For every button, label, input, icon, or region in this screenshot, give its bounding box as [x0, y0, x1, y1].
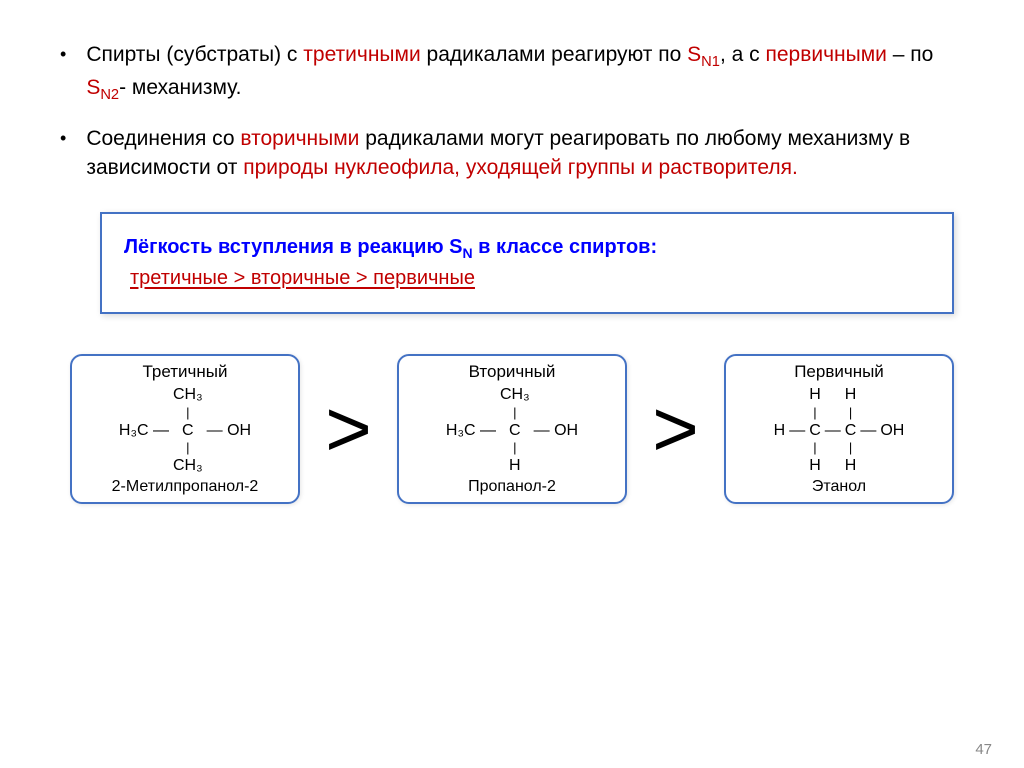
b1-sn1-s: S — [687, 43, 701, 66]
mol-struct-sec: CH₃| H₃C —C— OH |H — [413, 384, 611, 476]
mol-name-prim: Этанол — [740, 478, 938, 496]
gt-2: > — [648, 389, 703, 469]
b1-tert: третичными — [303, 43, 420, 66]
b1-prim: первичными — [765, 43, 886, 66]
bullet-1-text: Спирты (субстраты) с третичными радикала… — [86, 40, 964, 106]
b2-sec: вторичными — [240, 127, 359, 150]
b1-post: - механизму. — [119, 76, 241, 99]
b1-mid3: – по — [887, 43, 933, 66]
mol-name-sec: Пропанол-2 — [413, 478, 611, 496]
b1-sn2: SN2 — [86, 76, 119, 99]
slide: • Спирты (субстраты) с третичными радика… — [0, 0, 1024, 768]
info-line2: третичные > вторичные > первичные — [130, 267, 934, 290]
bullet-list: • Спирты (субстраты) с третичными радика… — [60, 40, 964, 182]
molecule-row: Третичный CH₃| H₃C —C— OH |CH₃ 2-Метилпр… — [60, 354, 964, 504]
bullet-2-text: Соединения со вторичными радикалами могу… — [86, 124, 964, 183]
b1-sn1: SN1 — [687, 43, 720, 66]
bullet-marker: • — [60, 40, 66, 106]
molecule-secondary: Вторичный CH₃| H₃C —C— OH |H Пропанол-2 — [397, 354, 627, 504]
b2-nat: природы нуклеофила, уходящей группы и ра… — [243, 156, 798, 179]
b1-sn1-sub: N1 — [701, 54, 720, 70]
molecule-primary: Первичный H|H| H—C—C—OH |H|H Этанол — [724, 354, 954, 504]
bullet-marker: • — [60, 124, 66, 183]
page-number: 47 — [975, 741, 992, 758]
bullet-2: • Соединения со вторичными радикалами мо… — [60, 124, 964, 183]
bullet-1: • Спирты (субстраты) с третичными радика… — [60, 40, 964, 106]
mol-title-sec: Вторичный — [413, 362, 611, 382]
info-line1: Лёгкость вступления в реакцию SN в класс… — [124, 236, 934, 261]
mol-title-prim: Первичный — [740, 362, 938, 382]
b1-mid1: радикалами реагируют по — [421, 43, 687, 66]
b1-pre: Спирты (субстраты) с — [86, 43, 303, 66]
molecule-tertiary: Третичный CH₃| H₃C —C— OH |CH₃ 2-Метилпр… — [70, 354, 300, 504]
b1-mid2: , а с — [720, 43, 766, 66]
info-box: Лёгкость вступления в реакцию SN в класс… — [100, 212, 954, 314]
mol-struct-tert: CH₃| H₃C —C— OH |CH₃ — [86, 384, 284, 476]
mol-name-tert: 2-Метилпропанол-2 — [86, 478, 284, 496]
info-line1-post: в классе спиртов: — [473, 236, 658, 258]
info-line1-sub: N — [462, 245, 472, 261]
b1-sn2-s: S — [86, 76, 100, 99]
gt-1: > — [321, 389, 376, 469]
info-line1-pre: Лёгкость вступления в реакцию S — [124, 236, 462, 258]
mol-struct-prim: H|H| H—C—C—OH |H|H — [740, 384, 938, 476]
mol-title-tert: Третичный — [86, 362, 284, 382]
b1-sn2-sub: N2 — [100, 87, 119, 103]
b2-pre: Соединения со — [86, 127, 240, 150]
